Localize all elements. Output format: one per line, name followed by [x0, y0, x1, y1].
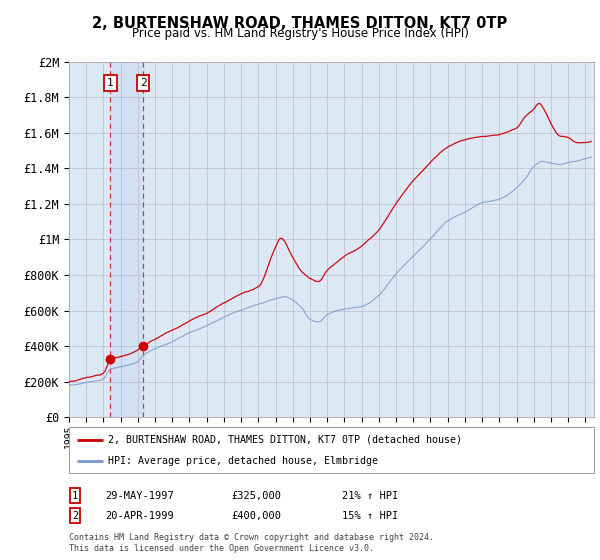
- Text: 15% ↑ HPI: 15% ↑ HPI: [342, 511, 398, 521]
- Text: £325,000: £325,000: [231, 491, 281, 501]
- Text: 2, BURTENSHAW ROAD, THAMES DITTON, KT7 0TP (detached house): 2, BURTENSHAW ROAD, THAMES DITTON, KT7 0…: [109, 435, 463, 445]
- Bar: [110, 62, 143, 417]
- Text: Price paid vs. HM Land Registry's House Price Index (HPI): Price paid vs. HM Land Registry's House …: [131, 27, 469, 40]
- Text: 1: 1: [72, 491, 78, 501]
- Text: Contains HM Land Registry data © Crown copyright and database right 2024.
This d: Contains HM Land Registry data © Crown c…: [69, 533, 434, 553]
- Text: 29-MAY-1997: 29-MAY-1997: [105, 491, 174, 501]
- Text: 2, BURTENSHAW ROAD, THAMES DITTON, KT7 0TP: 2, BURTENSHAW ROAD, THAMES DITTON, KT7 0…: [92, 16, 508, 31]
- Text: £400,000: £400,000: [231, 511, 281, 521]
- Text: 20-APR-1999: 20-APR-1999: [105, 511, 174, 521]
- Text: 21% ↑ HPI: 21% ↑ HPI: [342, 491, 398, 501]
- Text: 2: 2: [72, 511, 78, 521]
- Text: 2: 2: [140, 78, 146, 88]
- Text: 1: 1: [107, 78, 114, 88]
- Text: HPI: Average price, detached house, Elmbridge: HPI: Average price, detached house, Elmb…: [109, 456, 379, 466]
